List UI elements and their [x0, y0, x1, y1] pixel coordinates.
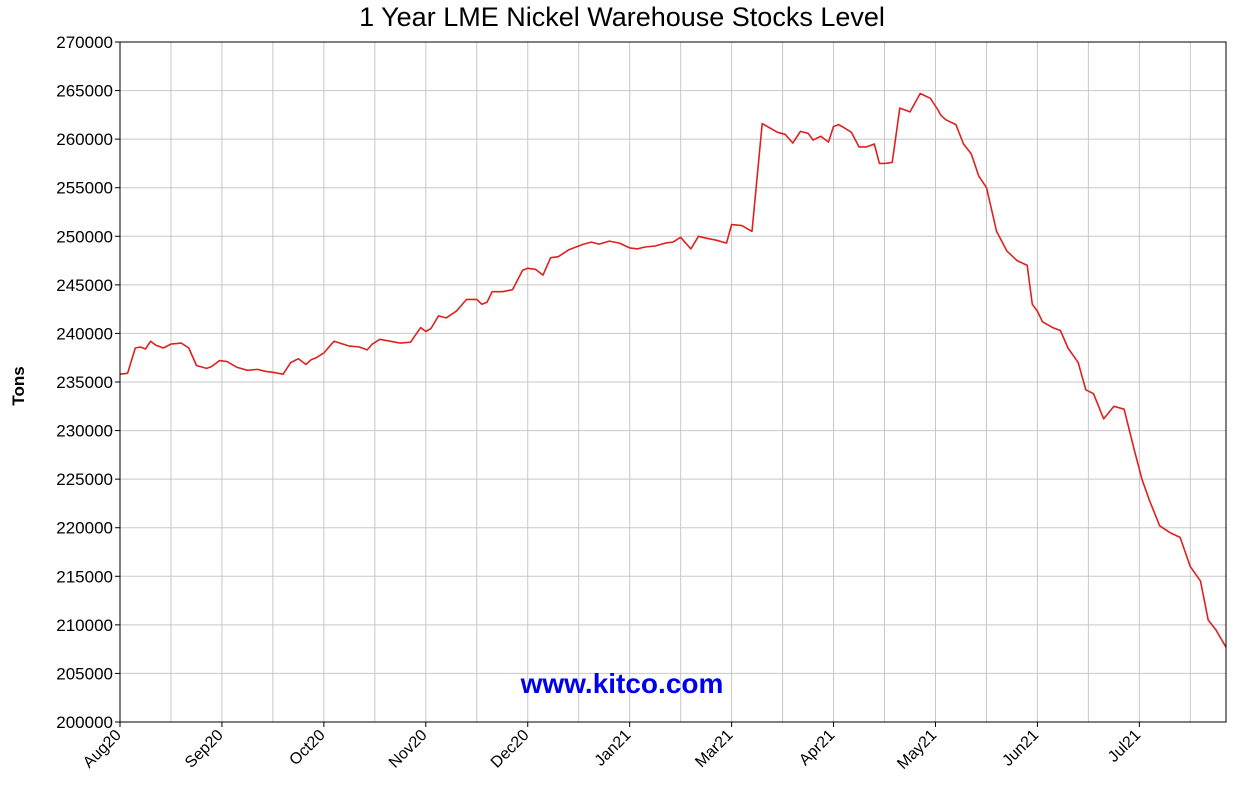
- gridlines: [120, 42, 1226, 722]
- x-tick-label: Apr21: [796, 727, 838, 769]
- x-tick-label: Jun21: [999, 727, 1042, 770]
- x-axis-ticks: Aug20 Sep20 Oct20 Nov20 Dec20 Jan21 Mar21 Apr21…: [80, 722, 1144, 773]
- x-tick-label: Jan21: [592, 727, 635, 770]
- series-layer: [119, 92, 1227, 648]
- y-tick-label: 225000: [56, 470, 113, 489]
- y-tick-label: 260000: [56, 130, 113, 149]
- y-tick-label: 230000: [56, 422, 113, 441]
- y-tick-label: 270000: [56, 33, 113, 52]
- y-tick-label: 210000: [56, 616, 113, 635]
- watermark-text: www.kitco.com: [520, 668, 724, 699]
- y-axis-ticks: 200000 205000 210000 215000 220000 225000 2300…: [56, 33, 120, 732]
- y-tick-label: 220000: [56, 519, 113, 538]
- y-tick-label: 235000: [56, 373, 113, 392]
- x-tick-label: Mar21: [692, 727, 736, 771]
- y-tick-label: 250000: [56, 227, 113, 246]
- series-line-0: [119, 92, 1227, 648]
- x-tick-label: Oct20: [286, 727, 328, 769]
- x-tick-label: Dec20: [488, 727, 533, 772]
- x-tick-label: May21: [894, 727, 940, 773]
- x-tick-label: Aug20: [80, 727, 125, 772]
- x-tick-label: Nov20: [386, 727, 431, 772]
- y-axis-label: Tons: [9, 366, 28, 405]
- y-tick-label: 205000: [56, 664, 113, 683]
- y-tick-label: 200000: [56, 713, 113, 732]
- x-tick-label: Sep20: [182, 727, 227, 772]
- chart-title: 1 Year LME Nickel Warehouse Stocks Level: [359, 2, 885, 32]
- y-tick-label: 265000: [56, 82, 113, 101]
- y-tick-label: 240000: [56, 324, 113, 343]
- y-tick-label: 255000: [56, 179, 113, 198]
- y-tick-label: 245000: [56, 276, 113, 295]
- y-tick-label: 215000: [56, 567, 113, 586]
- x-tick-label: Jul21: [1105, 727, 1144, 766]
